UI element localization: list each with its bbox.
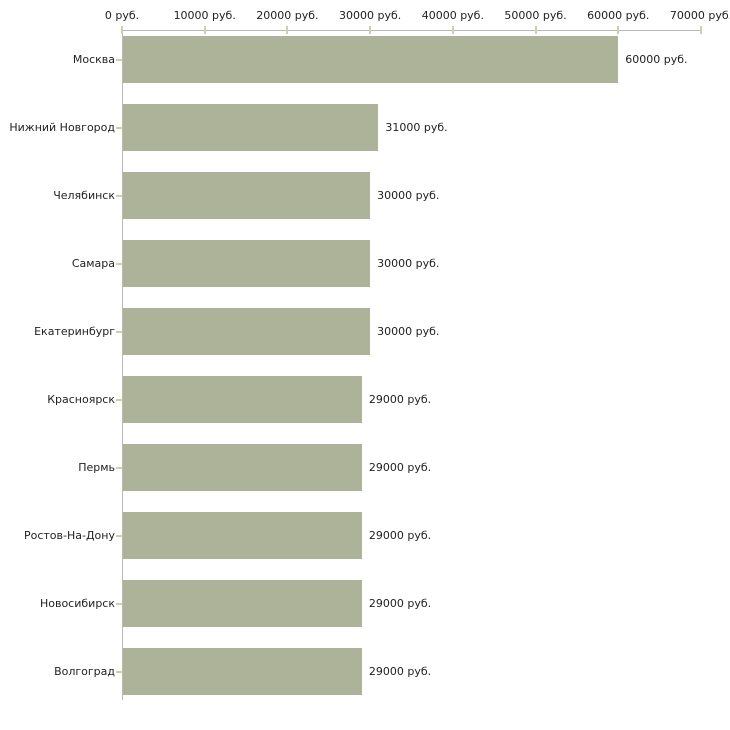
y-axis-tick-mark xyxy=(116,399,122,401)
x-axis-tick-label: 40000 руб. xyxy=(421,9,484,22)
x-axis-tick-mark xyxy=(286,26,289,34)
value-label: 29000 руб. xyxy=(368,461,432,474)
x-axis-line xyxy=(122,30,702,31)
value-label: 31000 руб. xyxy=(385,121,448,134)
y-axis-tick-mark xyxy=(116,195,122,197)
x-axis-tick-mark xyxy=(534,26,537,34)
bar xyxy=(123,104,379,151)
y-axis-tick-mark xyxy=(116,603,122,605)
y-axis-tick-mark xyxy=(116,59,122,61)
bar xyxy=(123,240,371,287)
y-axis-tick-mark xyxy=(116,263,122,265)
x-axis-tick-label: 30000 руб. xyxy=(339,9,402,22)
value-label: 30000 руб. xyxy=(377,257,440,270)
value-label: 30000 руб. xyxy=(377,189,440,202)
bar xyxy=(123,580,362,627)
bar xyxy=(123,36,619,83)
category-label: Ростов-На-Дону xyxy=(23,529,115,542)
y-axis-tick-mark xyxy=(116,331,122,333)
x-axis-tick-label: 70000 руб. xyxy=(669,9,730,22)
y-axis-tick-mark xyxy=(116,127,122,129)
bar xyxy=(123,308,371,355)
value-label: 29000 руб. xyxy=(368,665,432,678)
category-label: Красноярск xyxy=(47,393,115,406)
x-axis-tick-mark xyxy=(203,26,206,34)
y-axis-tick-mark xyxy=(116,467,122,469)
x-axis-tick-mark xyxy=(369,26,372,34)
x-axis-tick-label: 20000 руб. xyxy=(256,9,319,22)
category-label: Екатеринбург xyxy=(34,325,115,338)
category-label: Новосибирск xyxy=(39,597,115,610)
value-label: 30000 руб. xyxy=(377,325,440,338)
x-axis-tick-mark xyxy=(617,26,620,34)
bar xyxy=(123,172,371,219)
x-axis-tick-mark xyxy=(451,26,454,34)
category-label: Нижний Новгород xyxy=(9,121,115,134)
x-axis-tick-label: 0 руб. xyxy=(104,9,140,22)
x-axis-tick-label: 10000 руб. xyxy=(173,9,236,22)
category-label: Москва xyxy=(72,53,115,66)
value-label: 60000 руб. xyxy=(625,53,688,66)
bar xyxy=(123,444,362,491)
x-axis-tick-mark xyxy=(699,26,702,34)
category-label: Челябинск xyxy=(53,189,115,202)
y-axis-tick-mark xyxy=(116,671,122,673)
category-label: Волгоград xyxy=(54,665,115,678)
category-label: Пермь xyxy=(78,461,115,474)
bar xyxy=(123,512,362,559)
bar xyxy=(123,648,362,695)
x-axis-tick-label: 50000 руб. xyxy=(504,9,567,22)
bar xyxy=(123,376,362,423)
y-axis-line xyxy=(122,30,123,700)
x-axis-tick-mark xyxy=(121,26,123,34)
value-label: 29000 руб. xyxy=(368,529,432,542)
y-axis-tick-mark xyxy=(116,535,122,537)
value-label: 29000 руб. xyxy=(368,393,432,406)
value-label: 29000 руб. xyxy=(368,597,432,610)
x-axis-tick-label: 60000 руб. xyxy=(587,9,650,22)
category-label: Самара xyxy=(71,257,115,270)
